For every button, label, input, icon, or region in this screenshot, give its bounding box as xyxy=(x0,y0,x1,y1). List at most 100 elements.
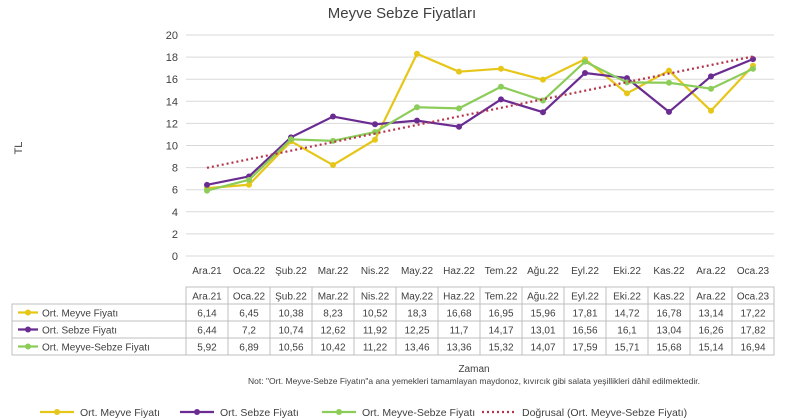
table-series-name: Ort. Meyve Fiyatı xyxy=(42,309,118,320)
table-cell: 16,1 xyxy=(617,326,637,337)
table-cell: 13,01 xyxy=(530,326,555,337)
data-point xyxy=(498,65,504,72)
y-tick-label: 6 xyxy=(172,185,178,197)
table-header-cell: Ara.21 xyxy=(192,292,222,303)
table-cell: 12,62 xyxy=(320,326,345,337)
table-header-cell: Kas.22 xyxy=(653,292,685,303)
y-tick-label: 2 xyxy=(172,229,178,241)
series-line xyxy=(206,58,754,186)
data-point xyxy=(708,73,714,80)
table-series-name: Ort. Sebze Fiyatı xyxy=(42,326,117,337)
data-point xyxy=(624,90,630,97)
table-cell: 16,56 xyxy=(572,326,597,337)
table-cell: 13,36 xyxy=(446,343,471,354)
x-tick-label: Şub.22 xyxy=(275,266,307,277)
data-point xyxy=(708,85,714,92)
x-tick-label: Tem.22 xyxy=(485,266,518,277)
table-header-cell: Ağu.22 xyxy=(527,292,559,303)
table-cell: 13,14 xyxy=(698,309,723,320)
table-cell: 11,7 xyxy=(450,326,469,337)
data-point xyxy=(330,162,336,169)
data-point xyxy=(372,136,378,143)
table-header-cell: Şub.22 xyxy=(275,292,307,303)
table-cell: 16,95 xyxy=(488,309,513,320)
table-cell: 15,32 xyxy=(488,343,513,354)
table-cell: 11,22 xyxy=(363,343,388,354)
x-tick-label: Oca.22 xyxy=(233,266,266,277)
table-header-cell: Tem.22 xyxy=(485,292,518,303)
x-tick-label: Haz.22 xyxy=(443,266,475,277)
table-cell: 13,04 xyxy=(656,326,681,337)
chart-title: Meyve Sebze Fiyatları xyxy=(328,5,476,22)
x-tick-label: Kas.22 xyxy=(653,266,685,277)
data-point xyxy=(498,83,504,90)
data-point xyxy=(456,105,462,112)
table-cell: 10,74 xyxy=(278,326,303,337)
legend: Ort. Meyve Fiyatı Ort. Sebze Fiyatı Ort. M… xyxy=(40,407,687,419)
table-legend-marker xyxy=(25,326,31,333)
y-axis-label: TL xyxy=(13,142,25,155)
table-header-cell: Eki.22 xyxy=(613,292,641,303)
legend-label: Doğrusal (Ort. Meyve-Sebze Fiyatı) xyxy=(522,407,687,419)
table-cell: 18,3 xyxy=(407,309,427,320)
y-tick-label: 4 xyxy=(172,207,178,219)
x-axis-label: Zaman xyxy=(458,364,489,375)
data-point xyxy=(540,76,546,83)
data-point xyxy=(498,96,504,103)
x-tick-label: Mar.22 xyxy=(318,266,349,277)
table-cell: 17,59 xyxy=(572,343,597,354)
table-cell: 16,94 xyxy=(740,343,765,354)
y-tick-label: 14 xyxy=(166,96,178,108)
legend-label: Ort. Sebze Fiyatı xyxy=(220,407,299,419)
table-header-cell: May.22 xyxy=(401,292,433,303)
data-point xyxy=(624,75,630,82)
table-cell: 8,23 xyxy=(323,309,343,320)
table-cell: 15,14 xyxy=(698,343,723,354)
data-point xyxy=(204,181,210,188)
table-cell: 14,72 xyxy=(614,309,639,320)
table-cell: 7,2 xyxy=(242,326,256,337)
x-tick-label: Eyl.22 xyxy=(571,266,599,277)
table-cell: 16,78 xyxy=(656,309,681,320)
series-line xyxy=(206,52,754,190)
table-header-cell: Nis.22 xyxy=(361,292,390,303)
series-lines xyxy=(204,50,756,194)
y-tick-label: 10 xyxy=(166,141,178,153)
table-cell: 11,92 xyxy=(363,326,388,337)
data-point xyxy=(246,181,252,188)
x-tick-label: Eki.22 xyxy=(613,266,641,277)
table-legend-marker xyxy=(25,343,31,350)
data-point xyxy=(750,65,756,72)
table-cell: 14,17 xyxy=(488,326,513,337)
data-point xyxy=(414,117,420,124)
table-cell: 6,44 xyxy=(197,326,217,337)
data-point xyxy=(666,67,672,74)
data-point xyxy=(666,108,672,115)
x-tick-label: Ara.21 xyxy=(192,266,222,277)
table-cell: 10,52 xyxy=(362,309,387,320)
series-line xyxy=(206,60,754,192)
table-cell: 17,82 xyxy=(740,326,765,337)
data-point xyxy=(666,79,672,86)
data-point xyxy=(414,104,420,111)
table-header-cell: Ara.22 xyxy=(696,292,726,303)
data-point xyxy=(708,107,714,114)
table-header-cell: Oca.22 xyxy=(233,292,266,303)
x-tick-label: Ağu.22 xyxy=(527,266,559,277)
y-tick-label: 18 xyxy=(166,52,178,64)
table-cell: 13,46 xyxy=(404,343,429,354)
x-tick-label: Nis.22 xyxy=(361,266,390,277)
table-cell: 16,68 xyxy=(446,309,471,320)
table-cell: 6,14 xyxy=(197,309,217,320)
table-cell: 5,92 xyxy=(197,343,217,354)
x-tick-label: Oca.23 xyxy=(737,266,770,277)
legend-marker xyxy=(54,409,60,415)
data-point xyxy=(246,176,252,183)
table-cell: 16,26 xyxy=(698,326,723,337)
y-axis: 0 2 4 6 8 10 12 14 16 18 20 xyxy=(166,30,178,263)
table-cell: 10,56 xyxy=(278,343,303,354)
gridlines xyxy=(186,34,774,257)
table-cell: 6,45 xyxy=(239,309,259,320)
table-cell: 6,89 xyxy=(239,343,259,354)
